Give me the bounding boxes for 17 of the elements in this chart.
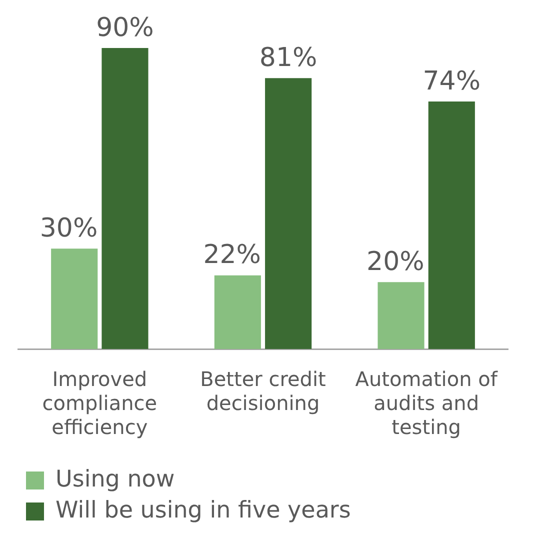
data-label: 30%	[40, 213, 98, 244]
bar	[102, 48, 148, 349]
data-label: 20%	[366, 246, 424, 277]
data-label: 74%	[422, 66, 481, 96]
bar	[428, 102, 475, 349]
x-tick-label: Improved compliance efficiency	[42, 367, 158, 440]
x-tick-label: Automation of audits and testing	[355, 367, 498, 440]
data-label: 22%	[203, 240, 261, 270]
legend-label: Using now	[56, 466, 175, 492]
bar	[378, 282, 424, 349]
bar	[214, 275, 261, 349]
bar	[51, 248, 98, 349]
data-label: 90%	[96, 12, 154, 43]
data-label: 81%	[259, 42, 318, 73]
x-tick-label: Better credit decisioning	[200, 367, 326, 416]
legend-label: Will be using in five years	[56, 497, 351, 524]
bar	[265, 78, 312, 349]
